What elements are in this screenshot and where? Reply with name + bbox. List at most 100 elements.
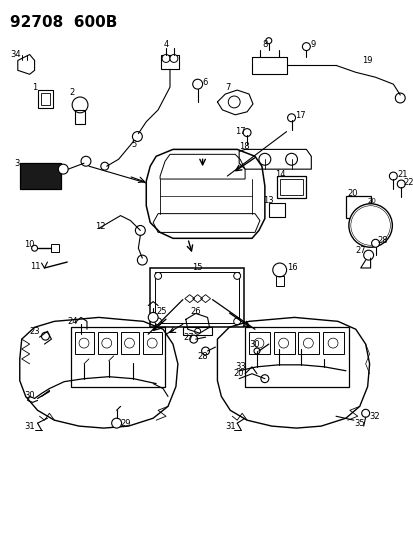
Text: 31: 31 <box>25 422 35 431</box>
Text: 17: 17 <box>235 127 245 136</box>
Text: 12: 12 <box>95 222 105 231</box>
Circle shape <box>161 54 170 62</box>
Circle shape <box>112 418 121 428</box>
Text: 31: 31 <box>225 422 235 431</box>
Bar <box>150 268 244 327</box>
Text: 28: 28 <box>377 236 387 245</box>
Circle shape <box>170 54 178 62</box>
Text: 24: 24 <box>67 317 78 326</box>
Circle shape <box>31 245 38 251</box>
Text: 20: 20 <box>366 198 375 204</box>
Text: 17: 17 <box>295 111 305 120</box>
Bar <box>155 272 239 324</box>
Circle shape <box>102 338 112 348</box>
Bar <box>183 327 212 335</box>
Text: 11: 11 <box>30 262 40 271</box>
Text: 19: 19 <box>361 56 372 65</box>
Bar <box>40 93 50 105</box>
Circle shape <box>348 204 392 247</box>
Bar <box>75 332 94 354</box>
Circle shape <box>278 338 288 348</box>
Text: 7: 7 <box>225 83 230 92</box>
Text: 2: 2 <box>69 87 74 96</box>
Text: 30: 30 <box>249 340 259 349</box>
Bar <box>279 179 303 195</box>
Text: 22: 22 <box>402 177 413 187</box>
Text: 15: 15 <box>192 263 202 272</box>
Circle shape <box>201 347 209 355</box>
Text: 30: 30 <box>25 391 35 400</box>
Bar <box>268 203 284 216</box>
Circle shape <box>233 272 240 279</box>
Text: 9: 9 <box>310 40 315 49</box>
Text: 20: 20 <box>347 189 358 198</box>
Circle shape <box>389 172 396 180</box>
Circle shape <box>353 209 387 243</box>
Bar <box>244 327 348 386</box>
Circle shape <box>58 164 68 174</box>
Text: 34: 34 <box>10 50 21 59</box>
Circle shape <box>350 206 389 245</box>
Bar <box>298 332 318 354</box>
Text: 29: 29 <box>120 418 131 427</box>
Text: 92708  600B: 92708 600B <box>10 15 117 30</box>
Text: 18: 18 <box>239 142 249 151</box>
Text: 1: 1 <box>31 83 37 92</box>
Bar <box>143 332 161 354</box>
Bar <box>161 54 178 69</box>
Text: 14: 14 <box>274 169 285 179</box>
Text: 26: 26 <box>190 307 200 316</box>
Bar <box>273 332 294 354</box>
Bar <box>275 276 283 286</box>
Text: 33: 33 <box>235 362 245 372</box>
Bar <box>71 327 165 386</box>
Circle shape <box>132 132 142 141</box>
Text: 35: 35 <box>353 418 363 427</box>
Text: 28: 28 <box>197 352 208 361</box>
Circle shape <box>81 156 91 166</box>
Text: 13: 13 <box>262 196 273 205</box>
Circle shape <box>260 375 268 383</box>
Text: 4: 4 <box>163 40 168 49</box>
Circle shape <box>363 250 373 260</box>
Circle shape <box>72 97 88 113</box>
Bar <box>51 244 59 252</box>
Circle shape <box>192 79 202 89</box>
Bar <box>120 332 139 354</box>
Circle shape <box>233 318 240 325</box>
Bar <box>323 332 343 354</box>
Circle shape <box>356 212 384 239</box>
Circle shape <box>154 318 161 325</box>
Circle shape <box>228 96 240 108</box>
Circle shape <box>301 43 310 51</box>
Circle shape <box>328 338 337 348</box>
Circle shape <box>364 220 376 231</box>
Bar <box>276 176 306 198</box>
Text: 25: 25 <box>156 307 166 316</box>
Circle shape <box>194 328 200 334</box>
Circle shape <box>371 239 379 247</box>
Text: 20: 20 <box>233 369 243 378</box>
Bar <box>345 196 370 217</box>
Bar <box>38 90 53 108</box>
Bar <box>75 110 85 124</box>
Text: 8: 8 <box>261 40 267 49</box>
Text: 32: 32 <box>369 411 379 421</box>
Circle shape <box>303 338 313 348</box>
Text: 3: 3 <box>14 159 19 168</box>
Bar <box>97 332 116 354</box>
Circle shape <box>79 338 89 348</box>
Circle shape <box>287 114 295 122</box>
Text: 16: 16 <box>286 263 297 272</box>
Bar <box>20 163 61 189</box>
Text: 5: 5 <box>131 140 137 149</box>
Text: 27: 27 <box>183 333 194 342</box>
Text: 21: 21 <box>396 169 407 179</box>
Text: 27: 27 <box>355 246 366 255</box>
Circle shape <box>154 272 161 279</box>
Circle shape <box>41 332 49 340</box>
Circle shape <box>361 409 369 417</box>
Circle shape <box>254 338 263 348</box>
Circle shape <box>124 338 134 348</box>
Circle shape <box>147 338 157 348</box>
